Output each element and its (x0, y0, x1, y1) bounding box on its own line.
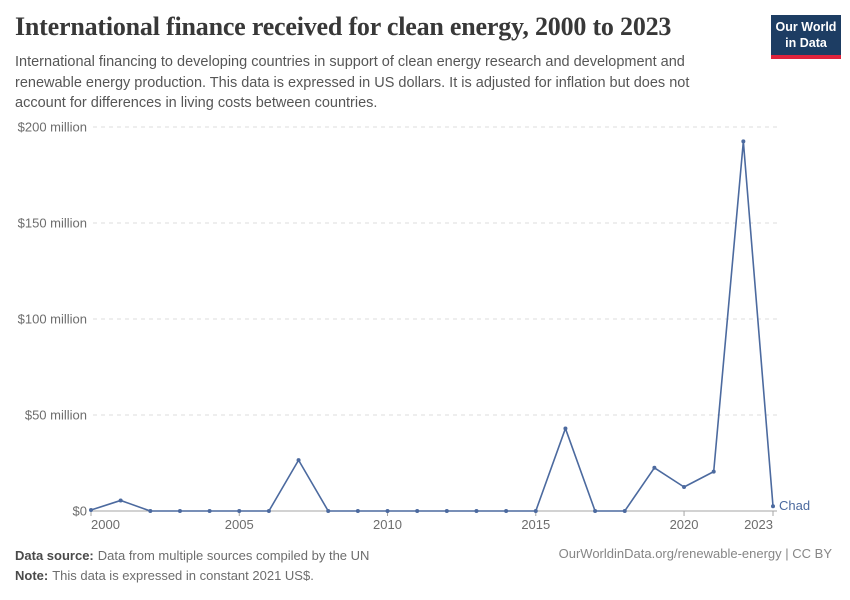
note-label: Note: (15, 567, 49, 583)
data-point (89, 508, 93, 513)
data-point (207, 509, 212, 513)
data-point (148, 509, 153, 513)
data-point (682, 485, 687, 489)
x-tick-label: 2000 (91, 517, 120, 532)
x-tick-label: 2005 (225, 517, 254, 532)
owid-logo[interactable]: Our World in Data (771, 15, 841, 60)
note-value: This data is expressed in constant 2021 … (52, 567, 314, 583)
data-point (296, 458, 301, 463)
chart-title: International finance received for clean… (15, 12, 672, 41)
y-tick-label: $0 (73, 504, 87, 519)
owid-logo-line1: Our World (775, 20, 837, 34)
chart-subtitle: International financing to developing co… (15, 54, 690, 112)
data-point (741, 139, 746, 144)
y-tick-label: $100 million (18, 312, 87, 327)
data-point (593, 509, 598, 513)
x-tick-label: 2015 (521, 517, 550, 532)
data-point (771, 504, 775, 509)
entity-label: Chad (779, 498, 810, 513)
x-tick-label: 2010 (373, 517, 402, 532)
data-point (444, 509, 449, 513)
data-point (504, 509, 509, 513)
data-point (622, 509, 627, 513)
note-line: Note: This data is expressed in constant … (15, 566, 369, 586)
line-chart: $0 $50 million $100 million $150 million $20… (18, 120, 810, 533)
y-tick-label: $150 million (18, 216, 87, 231)
series-line (90, 140, 774, 512)
owid-logo-line2: in Data (785, 35, 827, 50)
data-point (266, 509, 271, 513)
credit-link[interactable]: OurWorldinData.org/renewable-energy | CC… (558, 546, 832, 561)
data-point (326, 509, 331, 513)
data-point (177, 509, 182, 513)
y-tick-label: $50 million (25, 408, 87, 423)
data-point (385, 509, 390, 513)
data-point (237, 509, 242, 513)
data-point (355, 509, 360, 513)
x-tick-label: 2023 (744, 517, 773, 532)
x-tick-label: 2020 (670, 517, 699, 532)
data-point (652, 465, 657, 470)
data-source-label: Data source: (15, 548, 94, 563)
data-point (474, 509, 479, 513)
data-point (711, 469, 716, 474)
data-point (118, 498, 123, 503)
data-source-line: Data source: Data from multiple sources c… (15, 546, 369, 566)
y-tick-label: $200 million (18, 120, 87, 135)
data-source-value: Data from multiple sources compiled by t… (97, 548, 370, 563)
data-point (415, 509, 420, 513)
data-point (563, 426, 568, 431)
chart-footer: Data source: Data from multiple sources c… (15, 546, 369, 585)
data-point (533, 509, 538, 513)
